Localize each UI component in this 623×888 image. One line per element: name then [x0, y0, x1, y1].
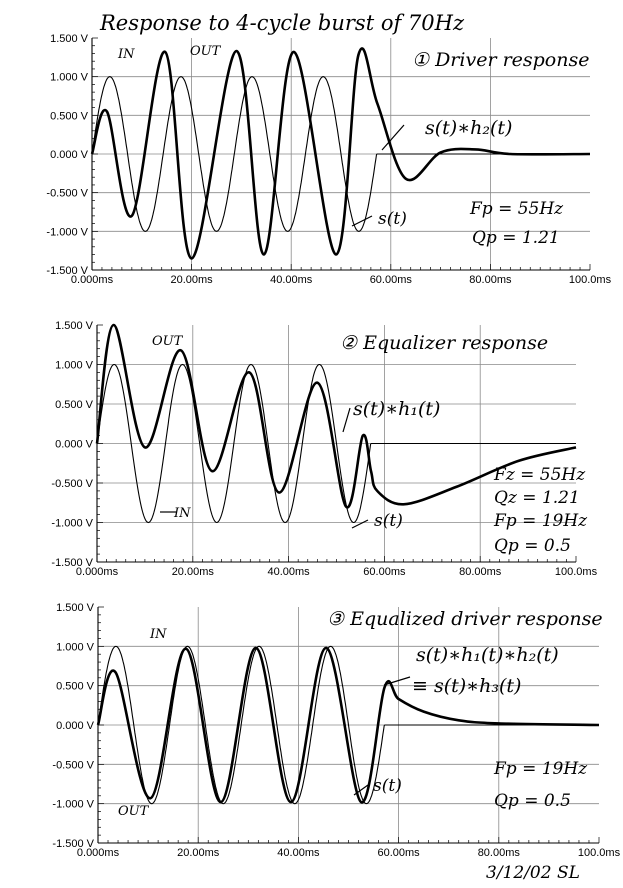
y-tick-label: -1.000 V: [52, 799, 94, 811]
x-tick-label: 100.0ms: [555, 566, 598, 578]
y-tick-label: 0.000 V: [50, 149, 89, 161]
series-out-line: [95, 323, 577, 509]
annotation: s(t)∗h₁(t)∗h₂(t): [416, 644, 559, 666]
annotation: IN: [117, 47, 135, 62]
annotation-leader: [381, 124, 405, 151]
annotation: s(t)∗h₂(t): [425, 117, 512, 139]
panel-label: ② Equalizer response: [340, 332, 548, 354]
panel-label: ① Driver response: [412, 49, 589, 71]
series-out-line: [96, 646, 600, 804]
y-tick-label: -0.500 V: [52, 759, 94, 771]
annotation-leader: [383, 676, 411, 686]
annotation: ≡ s(t)∗h₃(t): [412, 675, 521, 697]
x-tick-label: 0.000ms: [76, 566, 119, 578]
x-tick-label: 20.00ms: [177, 847, 220, 859]
y-tick-label: 1.500 V: [55, 320, 94, 332]
annotation: IN: [173, 506, 191, 521]
x-tick-label: 60.00ms: [377, 847, 420, 859]
annotation: Qp = 1.21: [472, 228, 560, 248]
annotation: s(t)∗h₁(t): [353, 398, 440, 420]
y-tick-label: 1.000 V: [55, 360, 94, 372]
y-tick-label: 0.500 V: [55, 399, 94, 411]
y-tick-label: -1.500 V: [51, 557, 93, 569]
y-tick-label: -0.500 V: [51, 478, 93, 490]
y-tick-label: -1.500 V: [52, 838, 94, 850]
annotation-leader: [353, 784, 369, 796]
y-tick-label: -1.500 V: [46, 265, 88, 277]
annotation: Fp = 55Hz: [469, 199, 564, 219]
x-tick-label: 60.00ms: [370, 274, 413, 286]
y-tick-label: -0.500 V: [46, 188, 88, 200]
annotation: OUT: [118, 804, 150, 819]
x-tick-label: 0.000ms: [71, 274, 114, 286]
y-tick-label: 1.000 V: [56, 641, 95, 653]
chart-panel-2: 0.000ms 20.00ms 40.00ms 60.00ms 80.00ms 100.0…: [51, 320, 597, 578]
annotation: OUT: [190, 44, 222, 59]
panel-label: ③ Equalized driver response: [327, 608, 603, 630]
annotation: OUT: [152, 334, 184, 349]
annotation-leader: [351, 519, 369, 529]
annotation: IN: [149, 627, 167, 642]
y-tick-label: 1.500 V: [56, 602, 95, 614]
y-tick-label: -1.000 V: [51, 518, 93, 530]
x-tick-label: 40.00ms: [277, 847, 320, 859]
y-tick-label: 0.500 V: [56, 681, 95, 693]
series-out-line: [90, 47, 591, 260]
y-tick-label: 1.000 V: [50, 72, 89, 84]
y-tick-label: 0.000 V: [56, 720, 95, 732]
y-tick-label: 0.500 V: [50, 110, 89, 122]
chart-panel-3: 0.000ms 20.00ms 40.00ms 60.00ms 80.00ms 100.0…: [52, 602, 620, 859]
annotation: s(t): [374, 511, 403, 531]
annotation: Qz = 1.21: [494, 488, 580, 508]
annotation: Fp = 19Hz: [493, 759, 588, 779]
x-tick-label: 20.00ms: [172, 566, 215, 578]
series-in-line: [96, 363, 576, 524]
annotation: Qp = 0.5: [494, 536, 571, 556]
annotation-leader: [351, 215, 373, 227]
annotation: Fp = 19Hz: [493, 511, 588, 531]
x-tick-label: 80.00ms: [469, 274, 512, 286]
x-tick-label: 80.00ms: [459, 566, 502, 578]
annotation-leader: [342, 407, 351, 433]
y-tick-label: 0.000 V: [55, 439, 94, 451]
x-tick-label: 40.00ms: [267, 566, 310, 578]
x-tick-label: 60.00ms: [363, 566, 406, 578]
x-tick-label: 20.00ms: [170, 274, 213, 286]
x-tick-label: 40.00ms: [270, 274, 313, 286]
x-tick-label: 100.0ms: [578, 847, 621, 859]
annotation: Qp = 0.5: [494, 791, 571, 811]
annotation: s(t): [378, 209, 407, 229]
x-tick-label: 0.000ms: [77, 847, 120, 859]
annotation: s(t): [373, 776, 402, 796]
figure-title: Response to 4-cycle burst of 70Hz: [99, 11, 465, 35]
y-tick-label: 1.500 V: [50, 33, 89, 45]
chart-panel-1: 0.000ms 20.00ms 40.00ms 60.00ms 80.00ms 100.0…: [46, 33, 611, 286]
x-tick-label: 80.00ms: [478, 847, 521, 859]
signature: 3/12/02 SL: [486, 863, 580, 883]
x-tick-label: 100.0ms: [569, 274, 612, 286]
y-tick-label: -1.000 V: [46, 226, 88, 238]
annotation: Fz = 55Hz: [493, 465, 586, 485]
